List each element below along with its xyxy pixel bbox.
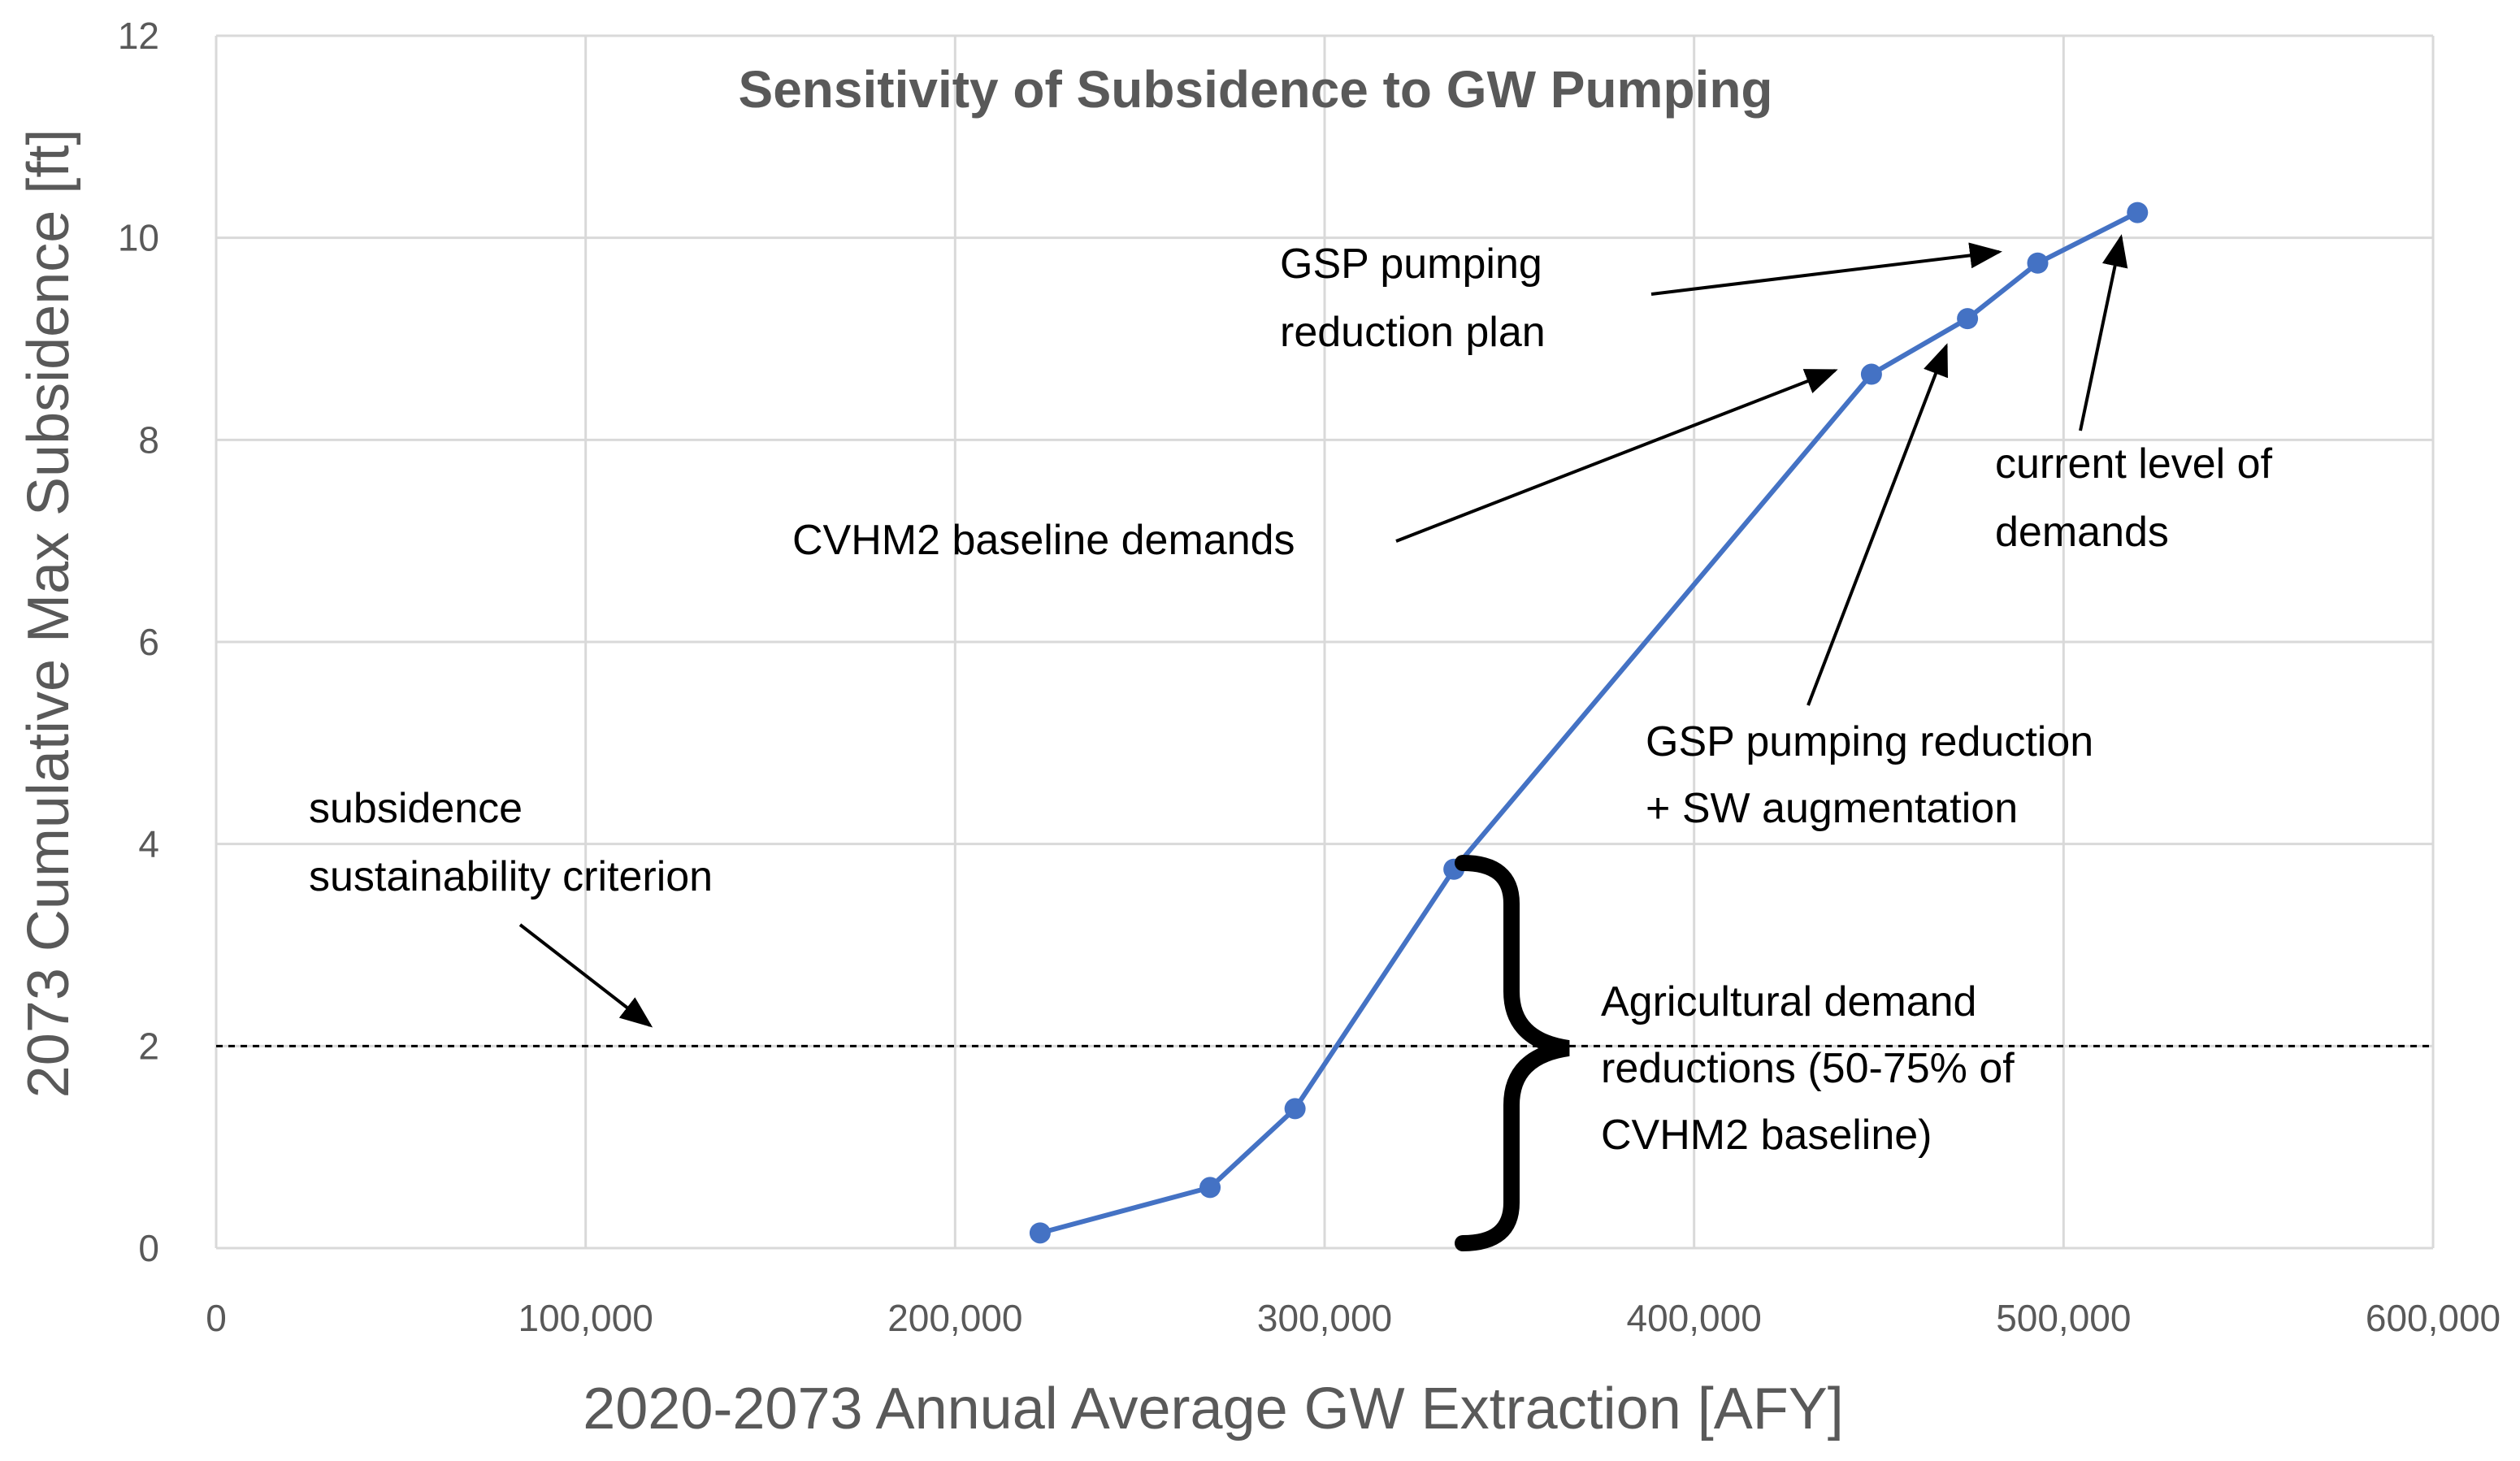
data-point [2027, 252, 2049, 274]
arrow-gsp-sw [1807, 343, 1949, 706]
annotation-ag-line1: Agricultural demand [1601, 978, 1976, 1025]
gridlines [215, 34, 2435, 1250]
annotation-cvhm2-line1: CVHM2 baseline demands [792, 517, 1295, 564]
annotation-criterion-line1: subsidence [309, 785, 523, 832]
y-tick-label: 12 [118, 15, 159, 57]
data-point [1284, 1098, 1306, 1120]
annotation-current-line2: demands [1995, 509, 2169, 556]
tick-labels: 0 2 4 6 8 10 12 0 100,000 200,000 300,000 400,000 50… [118, 15, 2500, 1339]
y-tick-label: 6 [138, 621, 159, 663]
annotation-gsp-plan: GSP pumping reduction plan [1280, 241, 1546, 356]
curly-brace [1455, 855, 1570, 1251]
series-layer [1029, 202, 2149, 1244]
data-point [1029, 1222, 1051, 1244]
annotation-current-line1: current level of [1995, 440, 2273, 488]
annotation-ag: Agricultural demand reductions (50-75% o… [1601, 978, 2015, 1159]
annotation-gsp-sw-line2: + SW augmentation [1646, 785, 2018, 832]
arrow-cvhm2 [1395, 369, 1838, 543]
chart-title: Sensitivity of Subsidence to GW Pumping [739, 60, 1773, 119]
annotation-gsp-sw: GSP pumping reduction + SW augmentation [1646, 718, 2093, 832]
y-axis-title: 2073 Cumulative Max Subsidence [ft] [16, 129, 81, 1099]
y-tick-label: 4 [138, 823, 159, 865]
x-tick-label: 500,000 [1996, 1297, 2131, 1339]
annotation-ag-line2: reductions (50-75% of [1601, 1045, 2015, 1092]
y-tick-label: 10 [118, 217, 159, 259]
annotation-current: current level of demands [1995, 440, 2273, 556]
x-tick-label: 100,000 [518, 1297, 653, 1339]
x-tick-label: 300,000 [1257, 1297, 1392, 1339]
y-tick-label: 8 [138, 418, 159, 461]
annotation-criterion: subsidence sustainability criterion [309, 785, 713, 900]
series-line [1039, 210, 2139, 1236]
annotation-cvhm2: CVHM2 baseline demands [792, 517, 1295, 564]
arrow-criterion [518, 923, 653, 1028]
data-point [1957, 308, 1979, 330]
arrow-current [2079, 234, 2128, 431]
annotation-gsp-plan-line1: GSP pumping [1280, 241, 1542, 288]
annotation-criterion-line2: sustainability criterion [309, 853, 713, 900]
annotation-ag-line3: CVHM2 baseline) [1601, 1112, 1932, 1159]
annotation-gsp-plan-line2: reduction plan [1280, 309, 1546, 356]
x-tick-label: 400,000 [1627, 1297, 1762, 1339]
data-point [2127, 202, 2149, 223]
arrow-gsp-plan [1650, 242, 2002, 296]
x-tick-label: 600,000 [2366, 1297, 2500, 1339]
annotation-gsp-sw-line1: GSP pumping reduction [1646, 718, 2093, 765]
x-tick-label: 0 [206, 1297, 227, 1339]
x-tick-label: 200,000 [887, 1297, 1022, 1339]
x-axis-title: 2020-2073 Annual Average GW Extraction [… [583, 1376, 1844, 1441]
y-tick-label: 0 [138, 1227, 159, 1269]
y-tick-label: 2 [138, 1025, 159, 1067]
data-point [1199, 1177, 1221, 1199]
data-point [1860, 363, 1882, 385]
